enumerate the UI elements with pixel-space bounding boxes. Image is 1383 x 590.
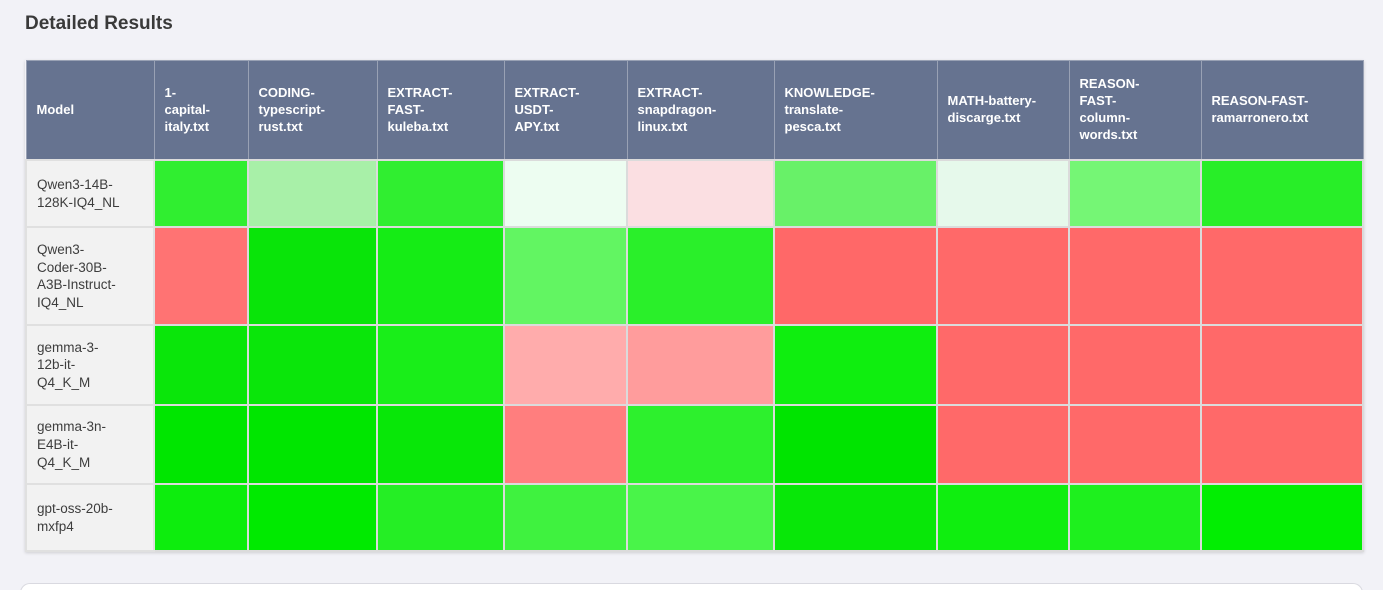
result-score-cell [376,483,505,553]
result-score-cell [376,404,505,486]
result-score-cell [773,226,938,327]
result-score-cell [1200,159,1364,229]
result-score-cell [626,226,775,327]
result-score-cell [1200,404,1364,486]
result-score-cell [503,483,628,553]
result-score-cell [247,226,378,327]
table-row: gpt-oss-20b- mxfp4 [25,483,1364,553]
result-score-cell [936,159,1070,229]
model-name-cell: gemma-3- 12b-it- Q4_K_M [25,324,155,407]
result-score-cell [153,324,249,407]
table-row: Qwen3-14B- 128K-IQ4_NL [25,159,1364,229]
model-name-cell: Qwen3- Coder-30B- A3B-Instruct- IQ4_NL [25,226,155,327]
result-score-cell [153,483,249,553]
result-score-cell [936,483,1070,553]
column-header-testfile: REASON- FAST- column- words.txt [1068,59,1202,161]
result-score-cell [153,159,249,229]
result-score-cell [376,159,505,229]
column-header-testfile: EXTRACT- FAST- kuleba.txt [376,59,505,161]
result-score-cell [503,226,628,327]
result-score-cell [626,483,775,553]
result-score-cell [153,226,249,327]
result-score-cell [503,324,628,407]
result-score-cell [503,159,628,229]
result-score-cell [153,404,249,486]
page-title: Detailed Results [25,13,173,34]
result-score-cell [1068,324,1202,407]
table-row: Qwen3- Coder-30B- A3B-Instruct- IQ4_NL [25,226,1364,327]
column-header-testfile: EXTRACT- snapdragon- linux.txt [626,59,775,161]
column-header-testfile: EXTRACT- USDT- APY.txt [503,59,628,161]
model-name-cell: gpt-oss-20b- mxfp4 [25,483,155,553]
result-score-cell [376,324,505,407]
column-header-testfile: REASON-FAST- ramarronero.txt [1200,59,1364,161]
result-score-cell [1200,324,1364,407]
result-score-cell [1200,483,1364,553]
result-score-cell [626,324,775,407]
table-row: gemma-3n- E4B-it- Q4_K_M [25,404,1364,486]
result-score-cell [247,159,378,229]
result-score-cell [1068,483,1202,553]
column-header-testfile: CODING- typescript- rust.txt [247,59,378,161]
result-score-cell [936,324,1070,407]
result-score-cell [773,324,938,407]
result-score-cell [247,404,378,486]
column-header-testfile: MATH-battery- discarge.txt [936,59,1070,161]
detailed-results-table: Model 1- capital- italy.txt CODING- typesc… [25,59,1364,553]
result-score-cell [1068,404,1202,486]
result-score-cell [773,404,938,486]
result-score-cell [247,483,378,553]
column-header-testfile: KNOWLEDGE- translate- pesca.txt [773,59,938,161]
result-score-cell [626,159,775,229]
header-row: Model 1- capital- italy.txt CODING- typesc… [25,59,1364,161]
result-score-cell [936,404,1070,486]
bottom-panel [20,583,1363,590]
result-score-cell [376,226,505,327]
result-score-cell [1068,226,1202,327]
result-score-cell [936,226,1070,327]
result-score-cell [1068,159,1202,229]
column-header-model: Model [25,59,155,161]
result-score-cell [503,404,628,486]
model-name-cell: gemma-3n- E4B-it- Q4_K_M [25,404,155,486]
result-score-cell [1200,226,1364,327]
column-header-testfile: 1- capital- italy.txt [153,59,249,161]
model-name-cell: Qwen3-14B- 128K-IQ4_NL [25,159,155,229]
result-score-cell [773,159,938,229]
result-score-cell [247,324,378,407]
table-header: Model 1- capital- italy.txt CODING- typesc… [25,59,1364,161]
result-score-cell [626,404,775,486]
table-body: Qwen3-14B- 128K-IQ4_NL Qwen3- Coder-30B- … [25,159,1364,553]
result-score-cell [773,483,938,553]
table-row: gemma-3- 12b-it- Q4_K_M [25,324,1364,407]
